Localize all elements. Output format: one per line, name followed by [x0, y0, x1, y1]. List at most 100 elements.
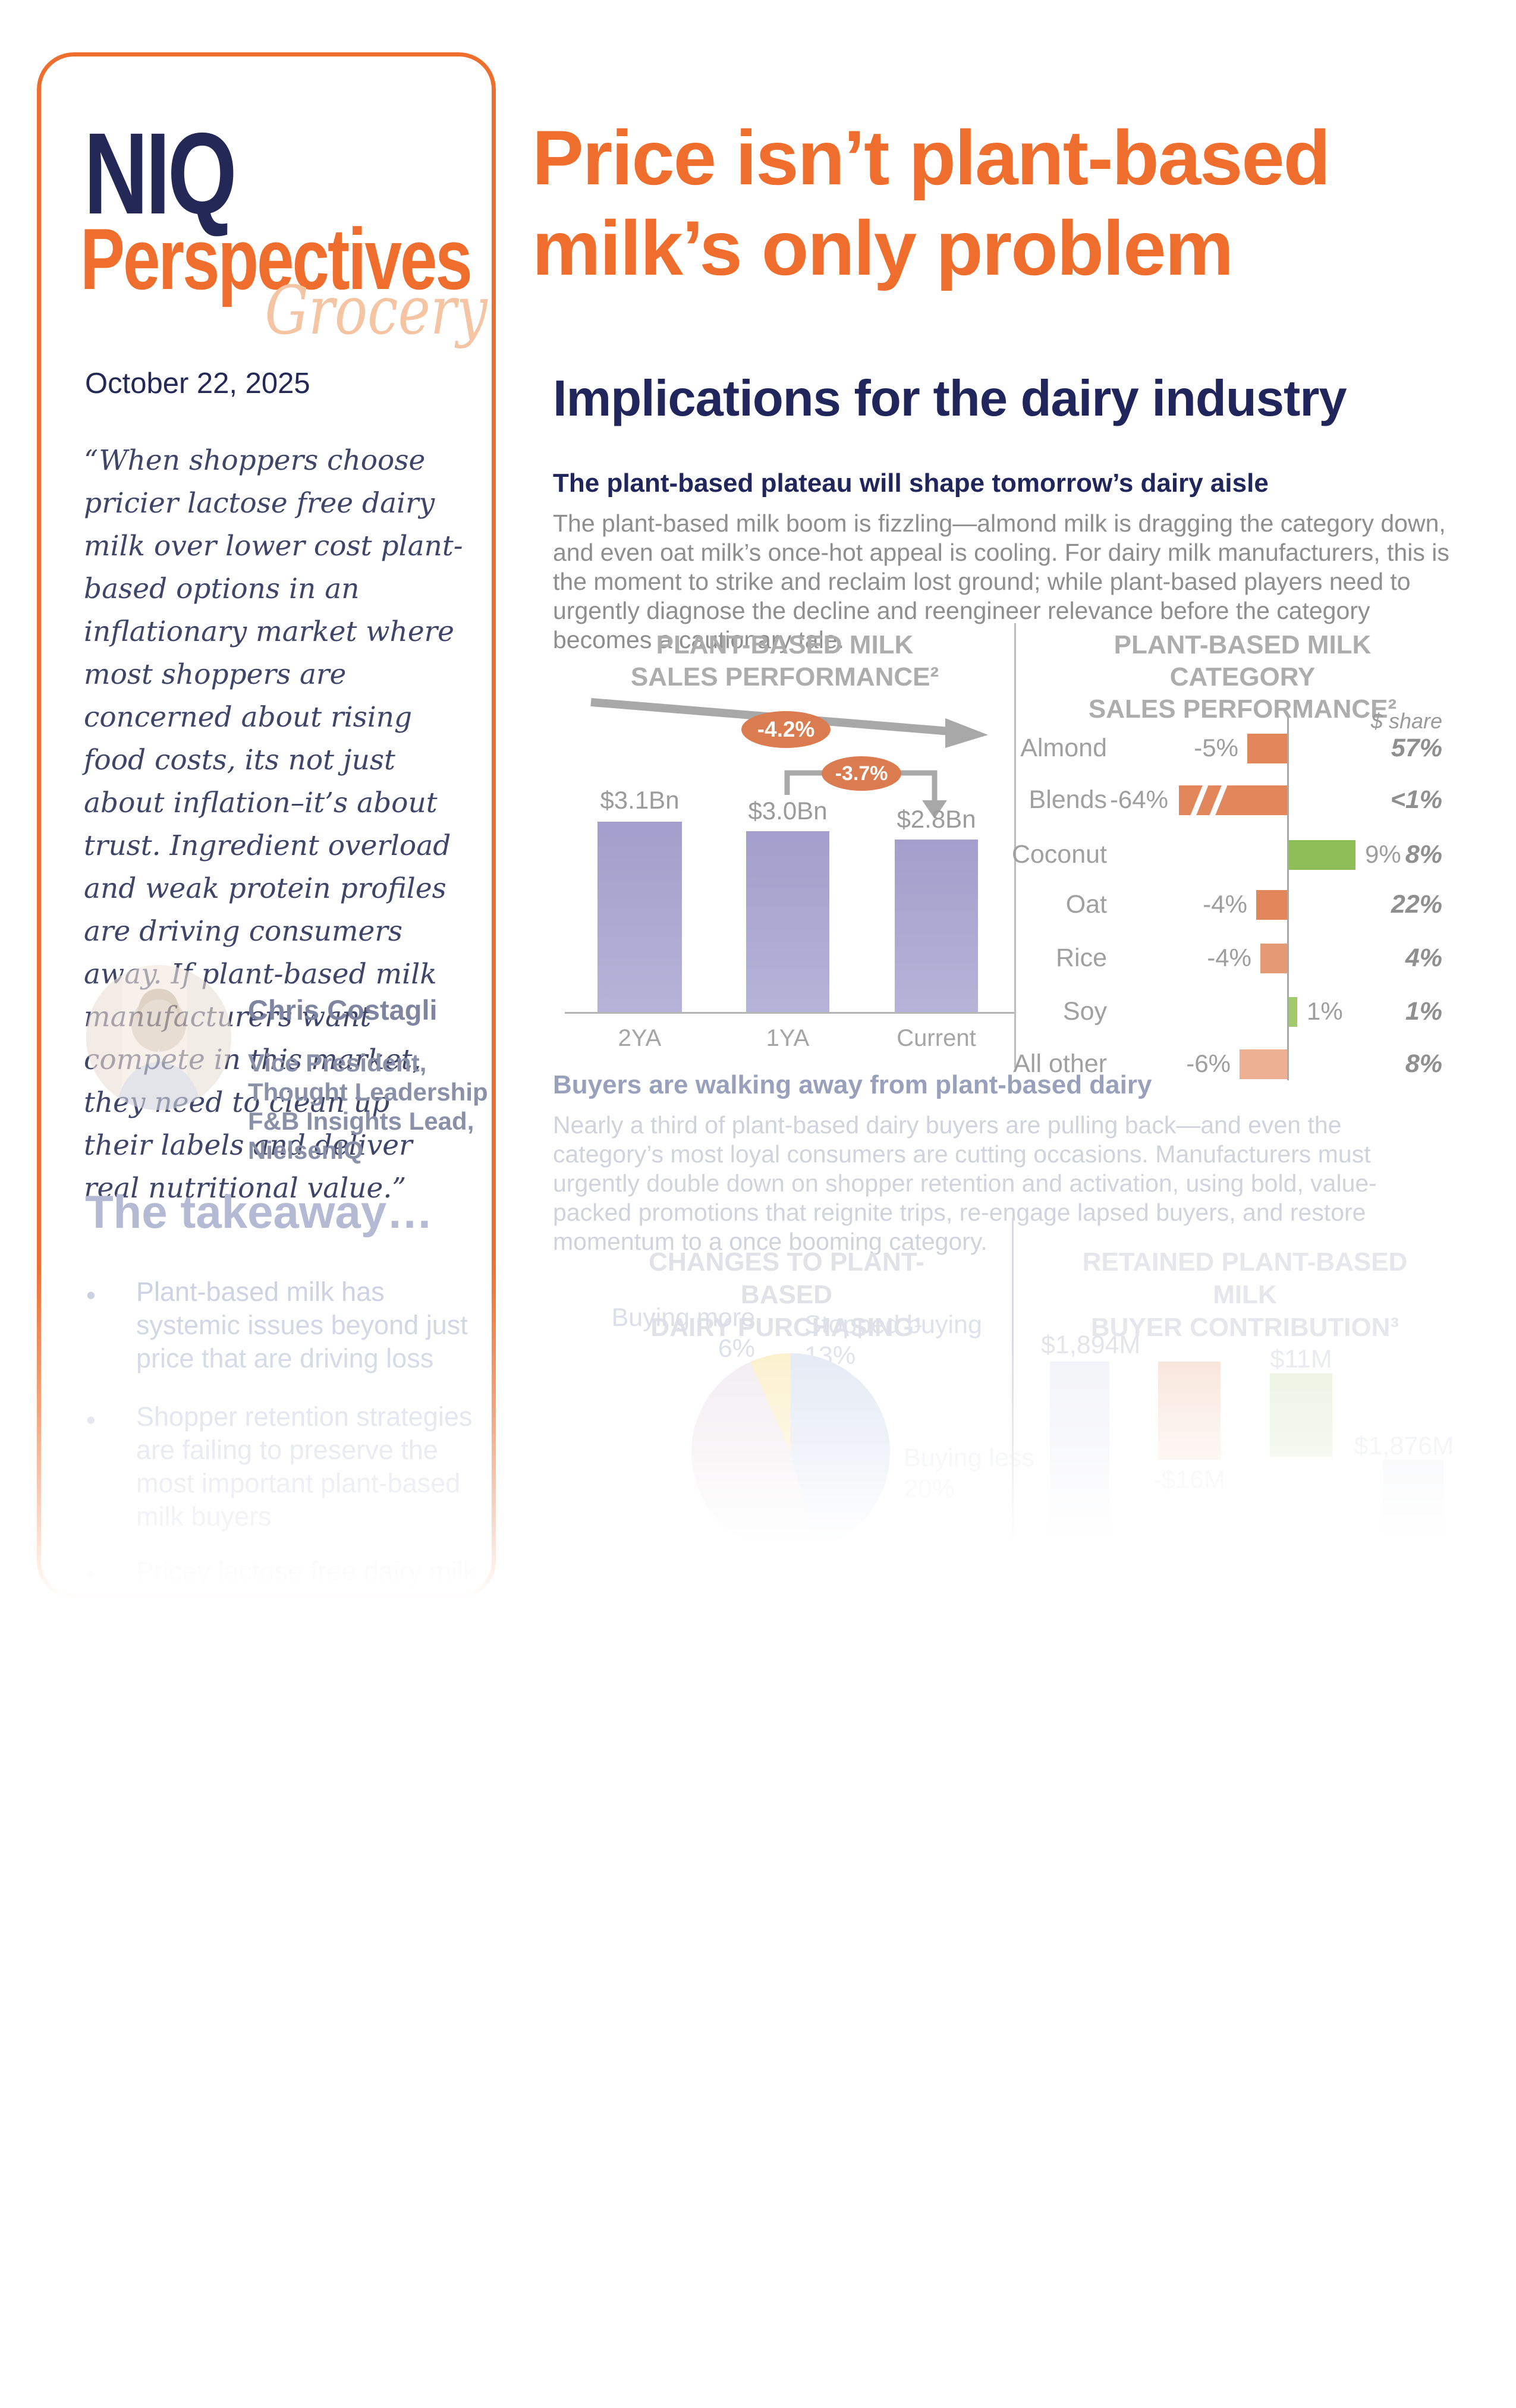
bar-coconut: [1289, 840, 1355, 870]
category-label: Almond: [1020, 734, 1107, 762]
sales-performance-chart-title: PLANT-BASED MILK SALES PERFORMANCE²: [600, 629, 969, 693]
category-label: Coconut: [1011, 840, 1107, 869]
category-label: Oat: [1065, 890, 1107, 919]
chart-title-line: PLANT-BASED MILK CATEGORY: [1114, 630, 1372, 691]
share-value: 8%: [1405, 1049, 1442, 1078]
x-tick-label: 1YA: [766, 1025, 810, 1051]
change-label: -6%: [1186, 1049, 1231, 1077]
publication-date: October 22, 2025: [85, 367, 310, 400]
bar-oat: [1256, 890, 1287, 920]
faded-charts-section: CHANGES TO PLANT-BASED DAIRY PURCHASING¹…: [553, 1213, 1482, 1552]
category-label: Rice: [1055, 944, 1107, 972]
share-value: 8%: [1405, 840, 1442, 869]
waterfall-bar-lost: [1158, 1362, 1221, 1460]
author-role: Vice President, Thought Leadership F&B I…: [248, 1048, 488, 1165]
author-role-line: F&B Insights Lead,: [248, 1107, 474, 1135]
pie-label-stopped-buying: Stopped buying 13%: [804, 1309, 995, 1371]
bar-value-label: $3.0Bn: [748, 797, 828, 825]
waterfall-value-label: $1,876M: [1354, 1432, 1454, 1460]
subsection-2-heading: Buyers are walking away from plant-based…: [553, 1070, 1152, 1099]
waterfall-bar-end: [1383, 1460, 1443, 1546]
waterfall-axis-line: [1012, 1218, 1014, 1543]
retained-buyers-chart-title: RETAINED PLANT-BASED MILK BUYER CONTRIBU…: [1078, 1246, 1411, 1344]
author-avatar: [86, 965, 231, 1110]
chart-title-line: DAIRY PURCHASING¹: [650, 1313, 923, 1342]
sidebar-card: NIQ Perspectives Grocery October 22, 202…: [37, 52, 496, 1598]
author-name: Chris Costagli: [248, 994, 438, 1026]
share-value: 4%: [1405, 944, 1442, 972]
waterfall-value-label: $1,894M: [1041, 1331, 1141, 1359]
subsection-1-body: The plant-based milk boom is fizzling—al…: [553, 510, 1449, 653]
chart-title-line: SALES PERFORMANCE²: [630, 662, 939, 691]
x-tick-label: 2YA: [618, 1025, 662, 1051]
share-value: 57%: [1391, 734, 1442, 762]
category-label: Blends: [1029, 785, 1107, 814]
person-portrait-icon: [86, 965, 231, 1110]
pie-label-value: 20%: [904, 1475, 955, 1503]
takeaway-bullet-2: Shopper retention strategies are failing…: [136, 1401, 473, 1532]
waterfall-value-label: $11M: [1270, 1345, 1332, 1373]
pie-label-text: Stopped buying: [804, 1310, 982, 1339]
pie-label-text: Buying less: [904, 1444, 1034, 1472]
author-role-line: Vice President,: [248, 1049, 427, 1077]
chart-title-line: PLANT-BASED MILK: [656, 630, 914, 659]
section-heading: Implications for the dairy industry: [553, 370, 1347, 427]
change-label: -5%: [1194, 734, 1238, 762]
bar-all-other: [1240, 1049, 1287, 1079]
waterfall-value-label: -$16M: [1153, 1466, 1225, 1494]
author-role-line: NielsenIQ: [248, 1136, 363, 1164]
change-label: 1%: [1307, 997, 1343, 1025]
grocery-edition-label: Grocery: [265, 272, 487, 350]
x-tick-label: Current: [897, 1025, 976, 1051]
pie-label-text: Buying more: [611, 1303, 755, 1332]
category-label: Soy: [1062, 997, 1107, 1026]
purchasing-changes-pie: [691, 1353, 890, 1552]
bar-soy: [1289, 997, 1297, 1027]
change-label: -4%: [1207, 944, 1251, 972]
bullet-icon: •: [86, 1560, 96, 1590]
bullet-icon: •: [86, 1280, 96, 1310]
bar-2ya: [597, 822, 682, 1013]
trend-annotation-4-2: -4.2%: [741, 711, 831, 748]
pie-label-value: 6%: [718, 1334, 755, 1363]
bar-current: [895, 840, 978, 1013]
trend-annotation-3-7: -3.7%: [822, 756, 901, 791]
change-label: 9%: [1365, 840, 1401, 868]
bar-value-label: $2.8Bn: [897, 805, 976, 833]
pie-label-buying-more: Buying more 6%: [609, 1302, 755, 1364]
share-value: <1%: [1390, 785, 1442, 814]
subsection-1-heading: The plant-based plateau will shape tomor…: [553, 469, 1269, 498]
niq-logo: NIQ: [84, 109, 237, 238]
change-label: -4%: [1203, 890, 1247, 918]
takeaway-heading: The takeaway…: [85, 1186, 433, 1238]
bar-1ya: [746, 831, 829, 1013]
category-label: All other: [1013, 1049, 1107, 1078]
category-performance-chart-title: PLANT-BASED MILK CATEGORY SALES PERFORMA…: [1058, 629, 1427, 725]
subsection-2-body: Nearly a third of plant-based dairy buye…: [553, 1111, 1377, 1255]
x-axis-line: [565, 1012, 1015, 1014]
chart-title-line: RETAINED PLANT-BASED MILK: [1082, 1247, 1408, 1309]
bar-rice: [1260, 944, 1287, 973]
takeaway-bullet-3: Pricey lactose free dairy milk: [136, 1556, 477, 1586]
share-value: 1%: [1405, 997, 1442, 1026]
waterfall-bar-gained: [1270, 1373, 1332, 1457]
pie-label-buying-less: Buying less 20%: [904, 1442, 1070, 1504]
takeaway-bullet-1: Plant-based milk has systemic issues bey…: [136, 1277, 468, 1373]
purchasing-changes-chart-title: CHANGES TO PLANT-BASED DAIRY PURCHASING¹: [620, 1246, 953, 1344]
share-column-header: $ share: [1370, 709, 1442, 733]
share-value: 22%: [1391, 890, 1442, 919]
bar-value-label: $3.1Bn: [600, 786, 680, 814]
chart-title-line: CHANGES TO PLANT-BASED: [649, 1247, 924, 1309]
chart-divider-line: [1014, 623, 1016, 1068]
change-label: -64%: [1109, 785, 1168, 813]
author-role-line: Thought Leadership: [248, 1078, 488, 1106]
page-title-line-1: Price isn’t plant-based: [532, 114, 1331, 201]
page-title-line-2: milk’s only problem: [532, 205, 1234, 291]
bar-almond: [1247, 734, 1287, 763]
chart-title-line: BUYER CONTRIBUTION³: [1090, 1313, 1399, 1342]
zero-axis-line: [1287, 716, 1289, 1080]
perspectives-logo: Perspectives: [80, 210, 473, 307]
waterfall-bar-start: [1050, 1362, 1109, 1546]
chart-title-line: SALES PERFORMANCE²: [1088, 694, 1397, 724]
